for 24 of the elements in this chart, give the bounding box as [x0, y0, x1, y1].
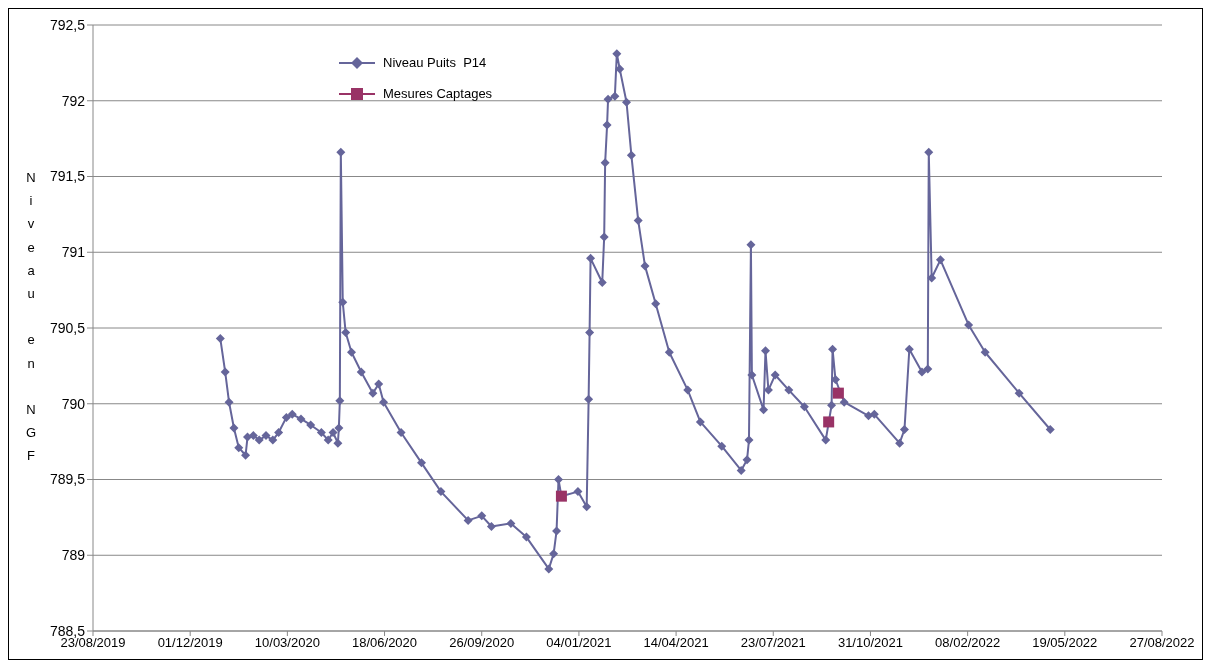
y-tick-label: 791,5	[49, 168, 86, 185]
x-tick-label: 10/03/2020	[254, 635, 320, 651]
x-tick-label: 19/05/2022	[1032, 635, 1098, 651]
y-tick-label: 789,5	[49, 471, 86, 488]
y-tick-label: 790,5	[49, 319, 86, 336]
x-tick-label: 23/07/2021	[740, 635, 806, 651]
x-tick-label: 18/06/2020	[352, 635, 418, 651]
y-tick-label: 790	[61, 395, 86, 412]
legend-label: Mesures Captages	[383, 86, 493, 101]
x-tick-label: 14/04/2021	[643, 635, 709, 651]
point	[823, 416, 835, 428]
y-tick-label: 792,5	[49, 16, 86, 33]
x-tick-label: 26/09/2020	[449, 635, 515, 651]
y-tick-label: 789	[61, 547, 86, 564]
legend-label: Niveau Puits P14	[383, 55, 487, 70]
point	[832, 387, 844, 399]
x-tick-label: 04/01/2021	[546, 635, 612, 651]
x-tick-label: 08/02/2022	[935, 635, 1001, 651]
x-tick-label: 31/10/2021	[837, 635, 903, 651]
x-tick-label: 27/08/2022	[1129, 635, 1195, 651]
y-tick-label: 791	[61, 244, 86, 261]
text: Niveau en NGF	[25, 170, 37, 464]
y-tick-label: 792	[61, 92, 86, 109]
x-tick-label: 01/12/2019	[157, 635, 223, 651]
